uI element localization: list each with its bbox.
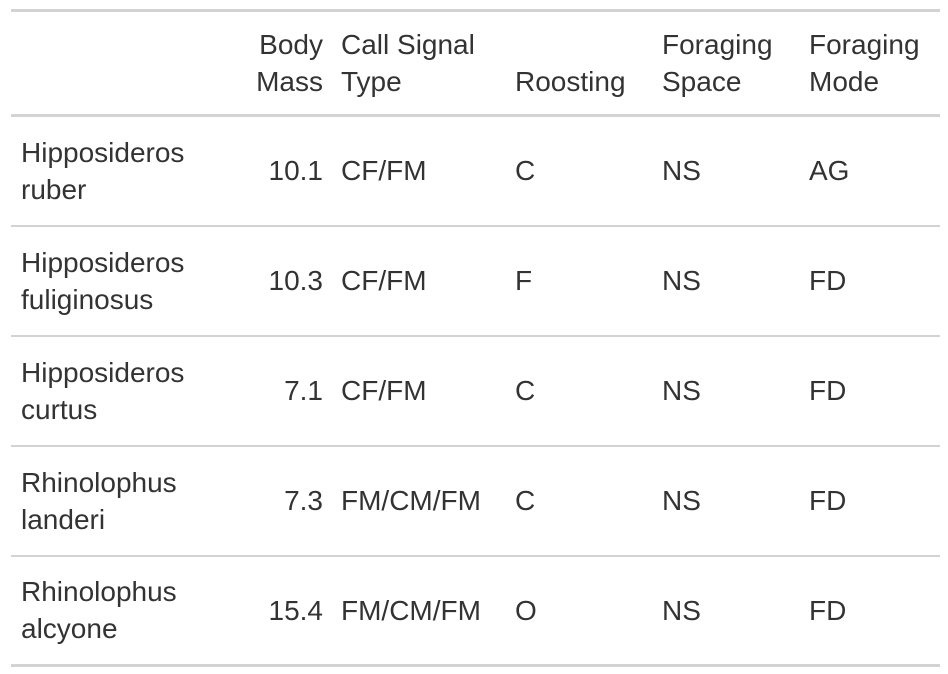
cell-body-mass: 7.3 bbox=[284, 485, 323, 516]
cell-call-signal-type: CF/FM bbox=[341, 155, 427, 187]
table-row: Hipposideros curtus 7.1 CF/FM C NS FD bbox=[11, 336, 940, 446]
cell-roosting: C bbox=[515, 485, 536, 516]
cell-body-mass: 7.1 bbox=[284, 375, 323, 406]
table-row: Hipposideros fuliginosus 10.3 CF/FM F NS… bbox=[11, 226, 940, 336]
cell-call-signal-type: FM/CM/FM bbox=[341, 594, 481, 626]
cell-foraging-mode: FD bbox=[809, 485, 847, 516]
header-foraging-space: Foraging Space bbox=[662, 29, 773, 97]
cell-species: Hipposideros fuliginosus bbox=[21, 246, 185, 315]
header-foraging-mode: Foraging Mode bbox=[809, 29, 920, 97]
table-row: Rhinolophus alcyone 15.4 FM/CM/FM O NS F… bbox=[11, 556, 940, 666]
cell-roosting: C bbox=[515, 155, 536, 187]
data-table-container: Body Mass Call Signal Type Roosting Fora… bbox=[11, 9, 940, 667]
header-call-signal-type: Call Signal Type bbox=[341, 29, 475, 97]
cell-species: Hipposideros curtus bbox=[21, 356, 185, 425]
cell-species: Rhinolophus landeri bbox=[21, 466, 177, 535]
cell-call-signal-type: CF/FM bbox=[341, 265, 427, 296]
table-header-row: Body Mass Call Signal Type Roosting Fora… bbox=[11, 10, 940, 116]
cell-foraging-mode: FD bbox=[809, 265, 847, 296]
cell-foraging-mode: AG bbox=[809, 155, 850, 187]
cell-call-signal-type: FM/CM/FM bbox=[341, 485, 481, 516]
cell-foraging-space: NS bbox=[662, 594, 701, 626]
cell-roosting: O bbox=[515, 594, 537, 626]
cell-foraging-space: NS bbox=[662, 265, 701, 296]
header-species bbox=[11, 11, 223, 116]
cell-species: Rhinolophus alcyone bbox=[21, 576, 177, 645]
bat-traits-table: Body Mass Call Signal Type Roosting Fora… bbox=[11, 9, 940, 667]
cell-body-mass: 10.3 bbox=[268, 265, 324, 296]
cell-foraging-space: NS bbox=[662, 155, 701, 187]
cell-foraging-mode: FD bbox=[809, 375, 847, 406]
cell-species: Hipposideros ruber bbox=[21, 136, 185, 205]
cell-foraging-space: NS bbox=[662, 485, 701, 516]
cell-foraging-space: NS bbox=[662, 375, 701, 406]
table-row: Hipposideros ruber 10.1 CF/FM C NS AG bbox=[11, 116, 940, 226]
header-body-mass: Body Mass bbox=[256, 29, 323, 97]
cell-foraging-mode: FD bbox=[809, 594, 847, 626]
cell-roosting: C bbox=[515, 375, 536, 406]
cell-body-mass: 15.4 bbox=[268, 594, 324, 626]
cell-body-mass: 10.1 bbox=[268, 155, 324, 187]
header-roosting: Roosting bbox=[515, 66, 626, 97]
table-row: Rhinolophus landeri 7.3 FM/CM/FM C NS FD bbox=[11, 446, 940, 556]
cell-call-signal-type: CF/FM bbox=[341, 375, 427, 406]
cell-roosting: F bbox=[515, 265, 533, 296]
